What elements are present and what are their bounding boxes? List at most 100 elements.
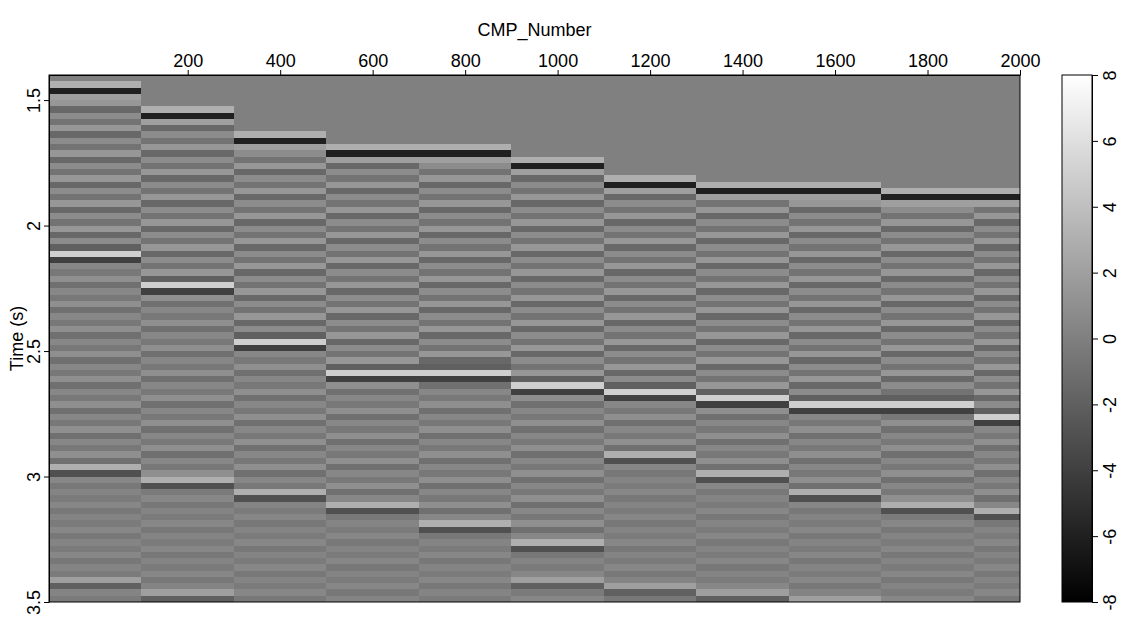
heatmap-cell [234, 182, 326, 188]
heatmap-cell [881, 269, 973, 275]
heatmap-cell [234, 558, 326, 564]
heatmap-cell [789, 263, 881, 269]
heatmap-cell [789, 514, 881, 520]
heatmap-cell [511, 433, 603, 439]
heatmap-cell [419, 583, 511, 589]
heatmap-cell [974, 332, 1020, 338]
heatmap-cell [789, 552, 881, 558]
heatmap-cell [604, 288, 696, 294]
heatmap-cell [234, 539, 326, 545]
heatmap-cell [234, 495, 326, 501]
heatmap-cell [49, 332, 141, 338]
heatmap-cell [49, 439, 141, 445]
heatmap-cell [789, 508, 881, 514]
heatmap-cell [604, 420, 696, 426]
heatmap-cell [696, 426, 788, 432]
heatmap-cell [604, 495, 696, 501]
heatmap-cell [696, 527, 788, 533]
heatmap-cell [49, 382, 141, 388]
heatmap-cell [419, 313, 511, 319]
heatmap-cell [974, 276, 1020, 282]
heatmap-cell [604, 88, 696, 94]
tick: -2 [1092, 397, 1120, 413]
heatmap-cell [974, 351, 1020, 357]
heatmap-cell [511, 219, 603, 225]
heatmap-cell [789, 370, 881, 376]
heatmap-cell [696, 546, 788, 552]
tick: 8 [1092, 70, 1120, 80]
heatmap-cell [696, 552, 788, 558]
heatmap-cell [696, 188, 788, 194]
heatmap-cell [419, 364, 511, 370]
heatmap-cell [419, 401, 511, 407]
heatmap-cell [234, 169, 326, 175]
heatmap-cell [881, 163, 973, 169]
heatmap-cell [974, 420, 1020, 426]
heatmap-cell [234, 577, 326, 583]
heatmap-cell [881, 276, 973, 282]
heatmap-cell [49, 345, 141, 351]
heatmap-cell [974, 113, 1020, 119]
heatmap-cell [49, 357, 141, 363]
heatmap-cell [419, 175, 511, 181]
heatmap-cell [49, 188, 141, 194]
heatmap-cell [974, 119, 1020, 125]
heatmap-cell [511, 408, 603, 414]
heatmap-cell [696, 401, 788, 407]
heatmap-cell [604, 157, 696, 163]
heatmap-cell [234, 596, 326, 602]
heatmap-cell [141, 194, 233, 200]
heatmap-cell [511, 257, 603, 263]
heatmap-cell [511, 288, 603, 294]
heatmap-cell [789, 175, 881, 181]
heatmap-cell [789, 251, 881, 257]
heatmap-cell [511, 207, 603, 213]
heatmap-cell [881, 489, 973, 495]
heatmap-cell [789, 125, 881, 131]
heatmap-cell [49, 295, 141, 301]
heatmap-cell [789, 226, 881, 232]
heatmap-cell [789, 207, 881, 213]
heatmap-cell [511, 226, 603, 232]
heatmap-cell [696, 571, 788, 577]
x-axis: 200400600800100012001400160018002000 [50, 51, 1041, 76]
heatmap-cell [511, 200, 603, 206]
heatmap-cell [511, 345, 603, 351]
heatmap-cell [326, 169, 418, 175]
heatmap-cell [49, 589, 141, 595]
tick-mark [1092, 404, 1098, 405]
heatmap-cell [511, 251, 603, 257]
colorbar-axis: -8-6-4-202468 [1092, 70, 1120, 610]
heatmap-cell [789, 433, 881, 439]
heatmap-cell [604, 332, 696, 338]
heatmap-cell [604, 244, 696, 250]
heatmap-cell [974, 477, 1020, 483]
heatmap-cell [881, 194, 973, 200]
tick: -4 [1092, 463, 1120, 479]
heatmap-cell [419, 150, 511, 156]
heatmap-cell [511, 502, 603, 508]
heatmap-cell [789, 589, 881, 595]
heatmap-cell [789, 269, 881, 275]
heatmap-cell [326, 433, 418, 439]
heatmap-cell [326, 414, 418, 420]
heatmap-cell [326, 583, 418, 589]
heatmap-cell [789, 426, 881, 432]
heatmap-cell [419, 345, 511, 351]
heatmap-cell [419, 571, 511, 577]
heatmap-cell [604, 445, 696, 451]
heatmap-cell [326, 226, 418, 232]
heatmap-cell [141, 100, 233, 106]
heatmap-cell [696, 219, 788, 225]
heatmap-cell [419, 288, 511, 294]
tick-label: -2 [1100, 397, 1120, 413]
heatmap-cell [604, 520, 696, 526]
tick-label: 6 [1100, 136, 1120, 146]
heatmap-cell [326, 113, 418, 119]
heatmap-cell [419, 577, 511, 583]
heatmap-cell [326, 295, 418, 301]
heatmap-cell [419, 589, 511, 595]
heatmap-cell [326, 401, 418, 407]
heatmap-cell [141, 433, 233, 439]
heatmap-cell [511, 389, 603, 395]
